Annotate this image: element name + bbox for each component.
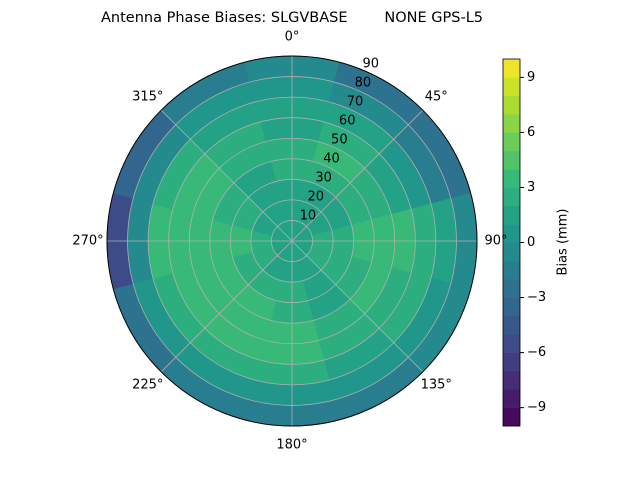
colorbar-band bbox=[503, 169, 520, 188]
theta-tick-label: 45° bbox=[425, 89, 448, 104]
colorbar-tick-label: −9 bbox=[527, 400, 546, 415]
r-tick-label: 10 bbox=[300, 209, 317, 224]
colorbar-tick-label: 6 bbox=[527, 125, 535, 140]
colorbar-band bbox=[503, 77, 520, 96]
colorbar-label: Bias (mm) bbox=[556, 209, 571, 276]
colorbar-band bbox=[503, 205, 520, 225]
theta-tick-label: 225° bbox=[132, 378, 163, 393]
theta-grid-line bbox=[160, 240, 293, 373]
colorbar-tick-label: 0 bbox=[527, 235, 535, 250]
theta-grid-line bbox=[291, 109, 424, 242]
r-tick-label: 20 bbox=[307, 190, 324, 205]
r-tick-label: 60 bbox=[339, 114, 356, 129]
colorbar-tick-label: 9 bbox=[527, 70, 535, 85]
colorbar-band bbox=[503, 132, 520, 152]
colorbar-band bbox=[503, 187, 520, 207]
colorbar-band bbox=[503, 59, 520, 78]
r-tick-label: 30 bbox=[315, 171, 332, 186]
r-tick-label: 90 bbox=[363, 57, 380, 72]
colorbar-band bbox=[503, 334, 520, 353]
colorbar-band bbox=[503, 297, 520, 317]
colorbar-band bbox=[503, 224, 520, 243]
r-tick-label: 80 bbox=[355, 76, 372, 91]
theta-grid-line bbox=[160, 109, 293, 242]
colorbar-band bbox=[503, 95, 520, 115]
theta-tick-label: 90° bbox=[484, 234, 507, 249]
r-tick-label: 50 bbox=[331, 133, 348, 148]
colorbar-band bbox=[503, 260, 520, 280]
colorbar-band bbox=[503, 407, 520, 427]
colorbar-band bbox=[503, 242, 520, 262]
colorbar-tick-label: 3 bbox=[527, 180, 535, 195]
colorbar-band bbox=[503, 279, 520, 298]
r-tick-label: 70 bbox=[347, 95, 364, 110]
colorbar: −9 −6 −3 0 3 6 9 bbox=[502, 58, 546, 427]
colorbar-tick-label: −6 bbox=[527, 345, 546, 360]
theta-tick-label: 315° bbox=[132, 89, 163, 104]
colorbar-tick-label: −3 bbox=[527, 290, 546, 305]
polar-grid bbox=[106, 55, 478, 427]
theta-tick-label: 0° bbox=[285, 30, 300, 45]
colorbar-band bbox=[503, 352, 520, 372]
chart-title: Antenna Phase Biases: SLGVBASE NONE GPS-… bbox=[101, 10, 483, 26]
r-tick-label: 40 bbox=[323, 152, 340, 167]
colorbar-band bbox=[503, 150, 520, 170]
theta-tick-label: 180° bbox=[276, 438, 307, 453]
colorbar-band bbox=[503, 315, 520, 335]
colorbar-band bbox=[503, 114, 520, 133]
theta-tick-label: 270° bbox=[72, 234, 103, 249]
colorbar-band bbox=[503, 389, 520, 408]
polar-frame bbox=[106, 55, 478, 427]
theta-grid-line bbox=[291, 240, 424, 373]
colorbar-band bbox=[503, 370, 520, 390]
theta-tick-label: 135° bbox=[421, 378, 452, 393]
